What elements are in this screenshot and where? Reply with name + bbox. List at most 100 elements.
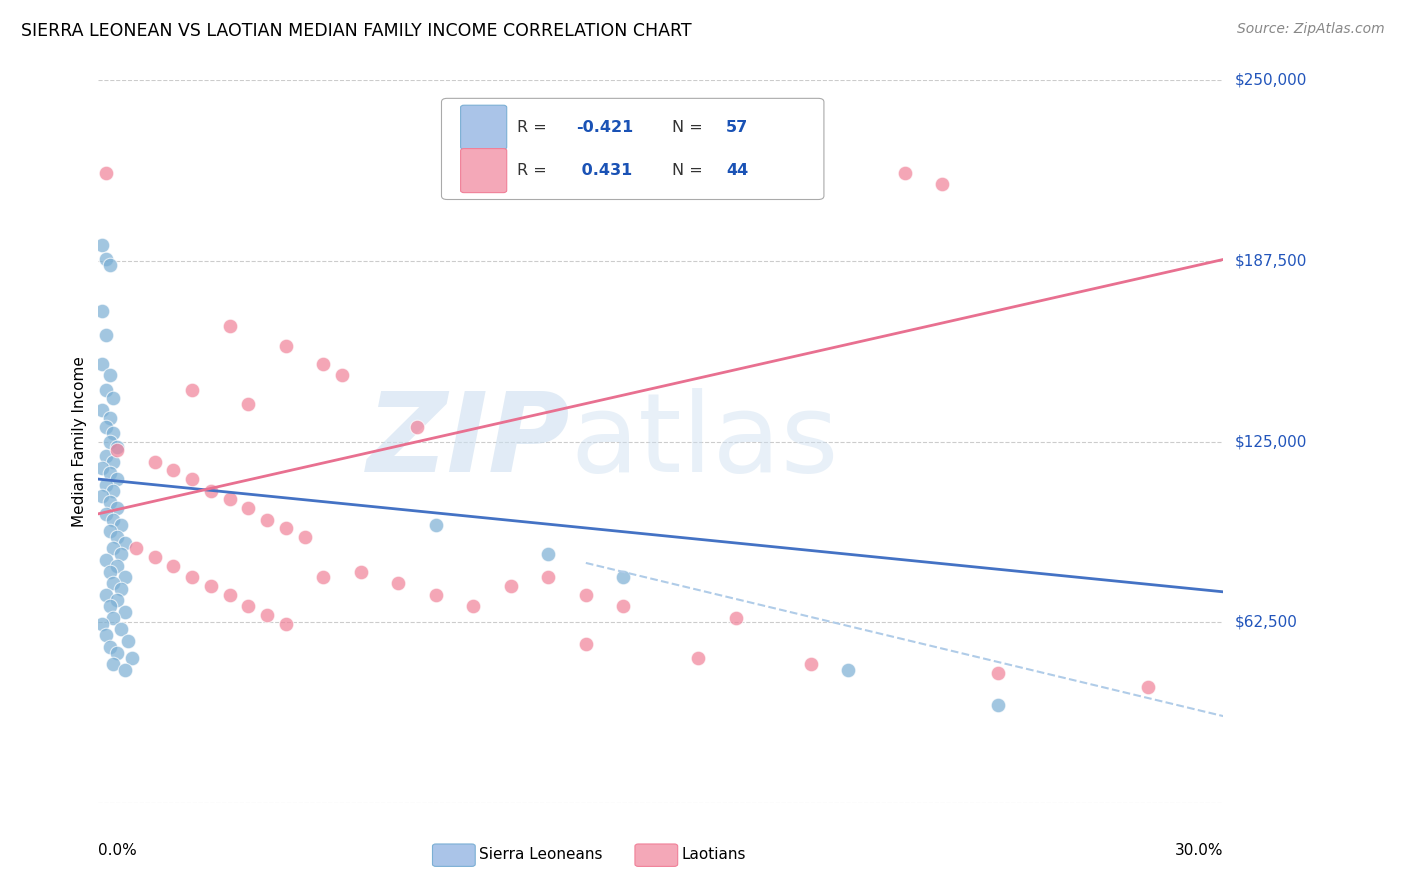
Point — [98, 258, 121, 272]
Point — [98, 434, 121, 449]
Point — [105, 440, 128, 454]
Point — [688, 651, 710, 665]
Text: -0.421: -0.421 — [576, 120, 634, 135]
Point — [312, 570, 335, 584]
Point — [94, 588, 117, 602]
Point — [103, 541, 125, 556]
Point — [256, 512, 278, 526]
Point — [91, 490, 114, 504]
Point — [94, 628, 117, 642]
Text: R =: R = — [517, 120, 551, 135]
Point — [143, 455, 166, 469]
Text: $187,500: $187,500 — [1234, 253, 1306, 268]
Point — [117, 634, 139, 648]
Point — [181, 570, 204, 584]
Point — [103, 512, 125, 526]
Point — [350, 565, 373, 579]
FancyBboxPatch shape — [636, 844, 678, 866]
FancyBboxPatch shape — [441, 98, 824, 200]
Text: R =: R = — [517, 163, 551, 178]
Point — [274, 339, 297, 353]
Point — [105, 472, 128, 486]
Point — [103, 657, 125, 671]
Point — [125, 541, 148, 556]
Point — [98, 467, 121, 481]
Text: 30.0%: 30.0% — [1175, 843, 1223, 857]
Point — [105, 558, 128, 573]
Text: $250,000: $250,000 — [1234, 73, 1306, 87]
Point — [110, 547, 132, 561]
Text: 44: 44 — [725, 163, 748, 178]
Point — [105, 646, 128, 660]
Point — [94, 252, 117, 267]
Point — [98, 565, 121, 579]
Point — [91, 357, 114, 371]
Text: 57: 57 — [725, 120, 748, 135]
Point — [94, 553, 117, 567]
Point — [425, 588, 447, 602]
Point — [274, 616, 297, 631]
Point — [98, 495, 121, 509]
Point — [837, 663, 859, 677]
Point — [893, 166, 915, 180]
Point — [575, 637, 598, 651]
Point — [103, 455, 125, 469]
Point — [94, 383, 117, 397]
Point — [987, 698, 1010, 712]
Text: $62,500: $62,500 — [1234, 615, 1298, 630]
Point — [463, 599, 485, 614]
Point — [1137, 680, 1160, 694]
Point — [94, 166, 117, 180]
Point — [218, 492, 240, 507]
Point — [218, 318, 240, 333]
Point — [256, 607, 278, 622]
Point — [98, 599, 121, 614]
Point — [94, 507, 117, 521]
Text: 0.431: 0.431 — [576, 163, 633, 178]
Point — [91, 238, 114, 252]
Point — [110, 623, 132, 637]
Point — [94, 420, 117, 434]
Point — [537, 570, 560, 584]
Text: Sierra Leoneans: Sierra Leoneans — [478, 847, 602, 863]
Y-axis label: Median Family Income: Median Family Income — [72, 356, 87, 527]
Text: SIERRA LEONEAN VS LAOTIAN MEDIAN FAMILY INCOME CORRELATION CHART: SIERRA LEONEAN VS LAOTIAN MEDIAN FAMILY … — [21, 22, 692, 40]
Point — [103, 483, 125, 498]
Point — [612, 570, 634, 584]
Point — [114, 663, 136, 677]
Point — [94, 478, 117, 492]
Point — [143, 550, 166, 565]
Point — [238, 599, 260, 614]
Point — [105, 593, 128, 607]
Text: Source: ZipAtlas.com: Source: ZipAtlas.com — [1237, 22, 1385, 37]
Point — [114, 570, 136, 584]
Text: ZIP: ZIP — [367, 388, 571, 495]
Point — [499, 579, 522, 593]
Point — [425, 518, 447, 533]
Text: N =: N = — [672, 163, 709, 178]
Text: atlas: atlas — [571, 388, 839, 495]
Point — [98, 368, 121, 382]
Point — [94, 327, 117, 342]
Point — [103, 425, 125, 440]
Point — [931, 178, 953, 192]
Point — [98, 524, 121, 538]
Point — [110, 518, 132, 533]
Point — [724, 611, 747, 625]
Point — [103, 576, 125, 591]
Point — [200, 579, 222, 593]
Point — [114, 535, 136, 549]
Text: $125,000: $125,000 — [1234, 434, 1306, 449]
Point — [121, 651, 143, 665]
Point — [238, 501, 260, 516]
Point — [114, 605, 136, 619]
Point — [294, 530, 316, 544]
Point — [406, 420, 429, 434]
Point — [162, 463, 184, 477]
Point — [91, 460, 114, 475]
Point — [162, 558, 184, 573]
Point — [103, 391, 125, 405]
Text: Laotians: Laotians — [681, 847, 745, 863]
Point — [103, 611, 125, 625]
Point — [105, 501, 128, 516]
